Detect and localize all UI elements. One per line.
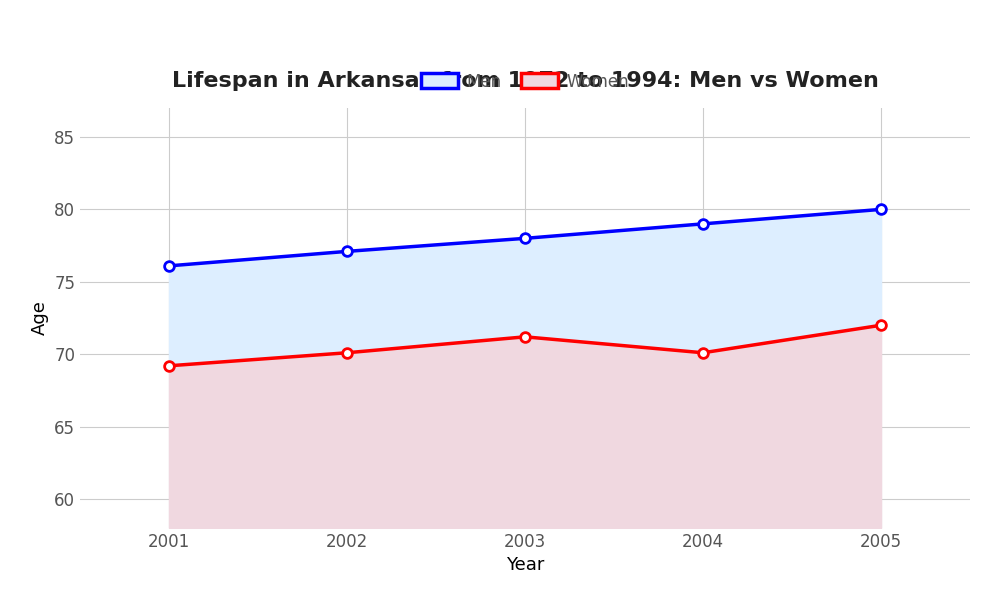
X-axis label: Year: Year <box>506 556 544 574</box>
Title: Lifespan in Arkansas from 1972 to 1994: Men vs Women: Lifespan in Arkansas from 1972 to 1994: … <box>172 71 878 91</box>
Y-axis label: Age: Age <box>31 301 49 335</box>
Legend: Men, Women: Men, Women <box>414 66 636 97</box>
